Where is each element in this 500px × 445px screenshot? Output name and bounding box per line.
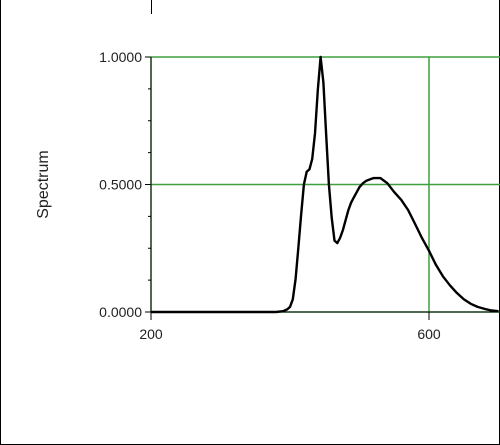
y-axis-label: Spectrum bbox=[35, 150, 52, 218]
x-tick-label-600: 600 bbox=[417, 326, 441, 342]
plot-area bbox=[151, 55, 499, 314]
y-tick-label-0.0000: 0.0000 bbox=[99, 304, 142, 320]
top-divider bbox=[151, 0, 152, 14]
tick-labels: 0.0000 0.5000 1.0000 200 600 bbox=[99, 49, 441, 342]
grid-lines bbox=[150, 56, 500, 313]
series-line-0 bbox=[151, 55, 499, 314]
y-tick-label-0.5000: 0.5000 bbox=[99, 177, 142, 193]
y-tick-label-1.0000: 1.0000 bbox=[99, 49, 142, 65]
x-tick-label-200: 200 bbox=[139, 326, 163, 342]
